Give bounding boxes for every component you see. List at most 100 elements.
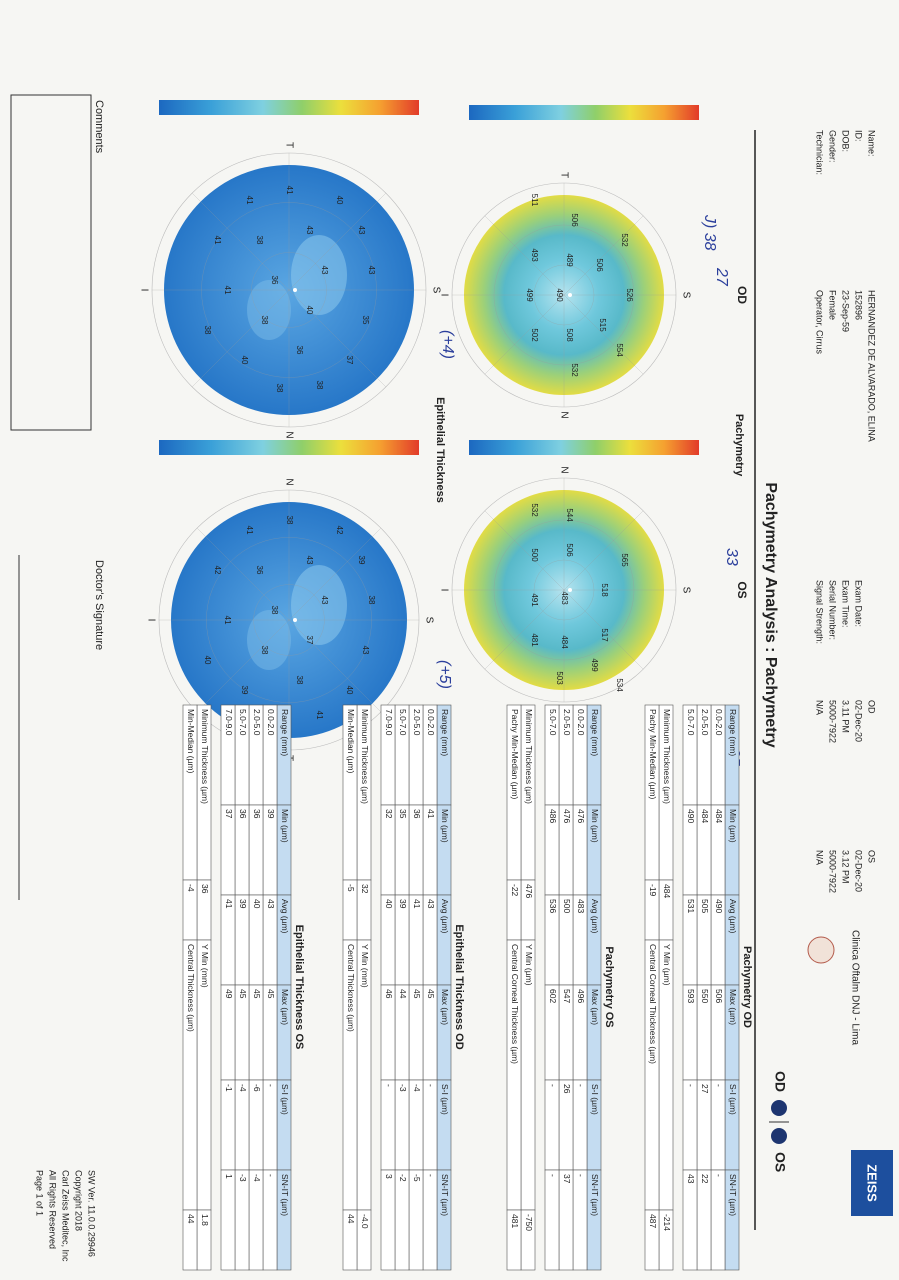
eye-label: OS (735, 581, 749, 598)
map-value: 41 (285, 186, 294, 195)
cell-text: 531 (686, 899, 696, 913)
exam-value: 02-Dec-20 (854, 850, 864, 892)
map-value: 532 (530, 503, 539, 517)
map-value: 499 (525, 288, 534, 302)
map-value: 500 (530, 548, 539, 562)
map-value: 43 (361, 646, 370, 655)
exam-value: N/A (815, 850, 825, 865)
cell-text: 593 (686, 989, 696, 1003)
map-value: 41 (245, 196, 254, 205)
direction-label: S (680, 292, 691, 299)
cell-text: 547 (562, 989, 572, 1003)
cell-text: 32 (360, 884, 370, 894)
cell-text: 40 (252, 899, 262, 909)
map-value: 38 (260, 316, 269, 325)
map-value: 40 (305, 306, 314, 315)
cell-text: 5.0-7.0 (398, 709, 408, 736)
cell-text: 45 (238, 989, 248, 999)
table-cell (408, 1169, 424, 1271)
cell-text: Avg (µm) (590, 899, 600, 934)
table-cell (394, 894, 410, 986)
table-cell (234, 1169, 250, 1271)
table-cell (248, 804, 264, 896)
cell-text: - (714, 1174, 724, 1177)
center-dot (568, 293, 572, 297)
direction-label: S (680, 587, 691, 594)
patient-label: ID: (854, 130, 864, 142)
sector-ring (253, 584, 325, 656)
table-title: Pachymetry OS (603, 946, 615, 1027)
map-value: 503 (555, 671, 564, 685)
color-scale (469, 440, 699, 455)
cell-text: 2.0-5.0 (562, 709, 572, 736)
map-value: 35 (361, 316, 370, 325)
footer-info: All Rights Reserved (48, 1170, 58, 1249)
logo-box (851, 1150, 893, 1216)
map-group-label: Pachymetry (733, 414, 745, 477)
handwritten-note: (+5) (436, 660, 453, 689)
cell-text: Minimum Thickness (µm) (200, 709, 210, 804)
map-value: 506 (565, 543, 574, 557)
cell-text: Pachy Min-Median (µm) (510, 709, 520, 800)
cell-text: 0.0-2.0 (426, 709, 436, 736)
clinic-logo (807, 936, 835, 964)
exam-col: OS (867, 850, 877, 863)
cell-text: 37 (562, 1174, 572, 1184)
direction-label: I (138, 289, 149, 292)
table-cell (394, 804, 410, 896)
cell-text: 49 (224, 989, 234, 999)
table-cell (220, 1079, 236, 1171)
cell-text: 39 (266, 809, 276, 819)
legend-od: OD (772, 1071, 788, 1092)
map-value: 508 (565, 328, 574, 342)
cell-text: 602 (548, 989, 558, 1003)
table-cell (262, 804, 278, 896)
cell-text: 496 (576, 989, 586, 1003)
color-scale (159, 100, 419, 115)
cell-text: - (576, 1174, 586, 1177)
cell-text: Range (mm) (728, 709, 738, 756)
cell-text: 1 (224, 1174, 234, 1179)
cell-text: SN-IT (µm) (728, 1174, 738, 1216)
cell-text: -4 (412, 1084, 422, 1092)
map-value: 493 (530, 248, 539, 262)
sector-ring (493, 519, 635, 661)
exam-value: N/A (815, 700, 825, 715)
direction-label: I (438, 294, 449, 297)
table-cell (248, 1169, 264, 1271)
direction-label: N (283, 431, 294, 438)
direction-label: T (558, 172, 569, 178)
legend-dot (771, 1100, 787, 1116)
table-cell (220, 894, 236, 986)
cell-text: - (714, 1084, 724, 1087)
table-cell (544, 1169, 560, 1271)
cell-text: Max (µm) (280, 989, 290, 1025)
cell-text: - (426, 1084, 436, 1087)
cell-text: -3 (398, 1084, 408, 1092)
map-value: 42 (213, 566, 222, 575)
cell-text: - (384, 1084, 394, 1087)
cell-text: -1 (224, 1084, 234, 1092)
handwritten-note: 33 (723, 548, 740, 566)
patient-value: HERNANDEZ DE ALVARADO, ELINA (867, 290, 877, 442)
cell-text: - (548, 1084, 558, 1087)
sector-line (563, 589, 644, 670)
sector-ring (533, 559, 595, 621)
exam-label: Serial Number: (828, 580, 838, 640)
table-cell (234, 1079, 250, 1171)
table-cell (572, 1169, 588, 1271)
cell-text: 44 (186, 1214, 196, 1224)
sector-ring (201, 202, 377, 378)
cell-text: 27 (700, 1084, 710, 1094)
map-value: 41 (245, 526, 254, 535)
table-cell (394, 1079, 410, 1171)
map-value: 544 (565, 508, 574, 522)
table-title: Epithelial Thickness OD (453, 924, 465, 1049)
cell-text: -4.0 (360, 1214, 370, 1229)
table-cell (544, 1079, 560, 1171)
map-group-label: Epithelial Thickness (434, 397, 446, 503)
table-cell (262, 1169, 278, 1271)
cell-text: 45 (412, 989, 422, 999)
map-patch (291, 565, 347, 645)
table-cell (422, 984, 438, 1081)
